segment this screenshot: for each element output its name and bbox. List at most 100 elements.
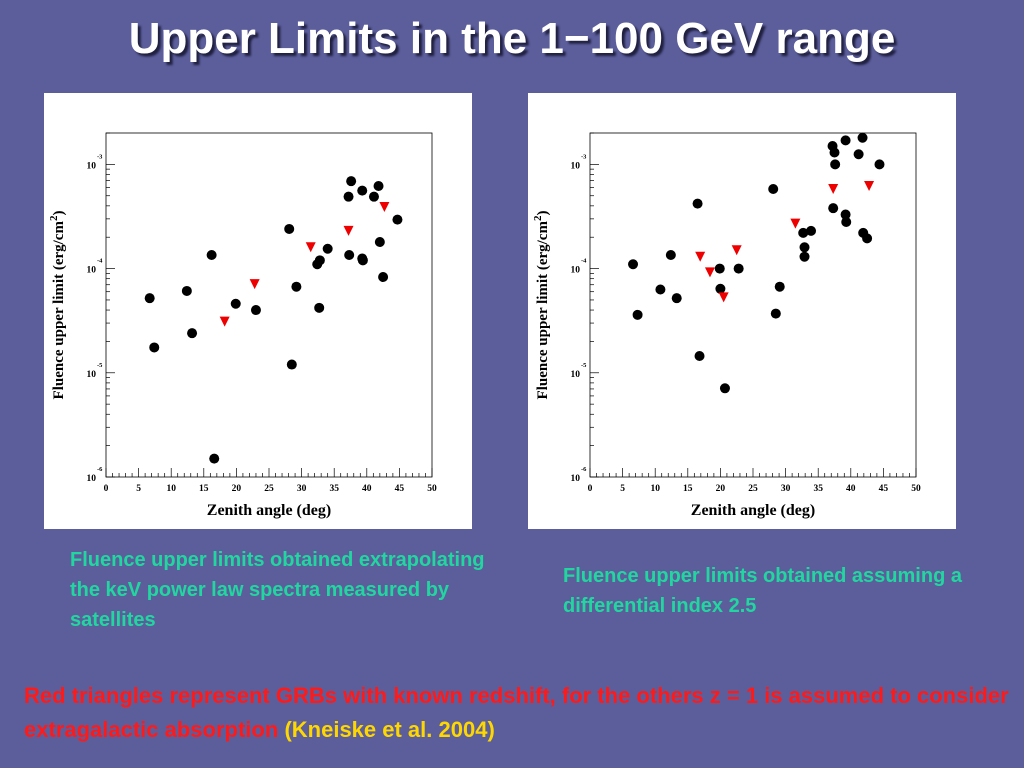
y-tick-label: 10-6 <box>571 466 588 484</box>
y-tick-base: 10 <box>87 266 97 276</box>
caption-left: Fluence upper limits obtained extrapolat… <box>70 549 485 631</box>
data-point-circle <box>665 249 676 260</box>
data-point-circle <box>829 147 840 158</box>
data-point-triangle <box>790 218 801 229</box>
y-tick-base: 10 <box>87 161 97 171</box>
y-tick-exponent: -4 <box>581 258 587 265</box>
y-tick-base: 10 <box>571 370 581 380</box>
slide-title: Upper Limits in the 1−100 GeV range <box>128 14 896 63</box>
x-tick-label: 50 <box>911 484 921 494</box>
x-tick-label: 20 <box>232 484 242 494</box>
x-tick-label: 10 <box>650 484 660 494</box>
data-point-circle <box>714 263 725 274</box>
x-tick-label: 45 <box>879 484 889 494</box>
y-tick-exponent: -3 <box>97 153 103 160</box>
data-point-circle <box>357 255 368 266</box>
y-tick-label: 10-3 <box>571 153 588 171</box>
data-point-circle <box>284 223 295 234</box>
data-point-triangle <box>379 201 390 212</box>
y-tick-label: 10-6 <box>87 466 104 484</box>
data-point-circle <box>840 209 851 220</box>
data-point-circle <box>857 132 868 143</box>
data-point-circle <box>392 214 403 225</box>
data-point-circle <box>286 359 297 370</box>
data-point-triangle <box>864 181 875 192</box>
footnote-reference: (Kneiske et al. 2004) <box>284 717 495 742</box>
data-point-circle <box>770 308 781 319</box>
data-point-circle <box>149 342 160 353</box>
x-tick-label: 25 <box>748 484 758 494</box>
x-tick-label: 35 <box>329 484 339 494</box>
x-axis-label: Zenith angle (deg) <box>207 502 331 519</box>
data-point-circle <box>768 184 779 195</box>
data-point-circle <box>671 293 682 304</box>
x-tick-label: 45 <box>395 484 405 494</box>
y-tick-exponent: -5 <box>581 362 587 369</box>
data-point-circle <box>628 259 639 270</box>
y-tick-label: 10-3 <box>87 153 104 171</box>
x-tick-label: 20 <box>716 484 726 494</box>
y-axis-label: Fluence upper limit (erg/cm2) <box>48 211 67 400</box>
data-point-circle <box>655 284 666 295</box>
data-point-circle <box>830 159 841 170</box>
caption-right: Fluence upper limits obtained assuming a… <box>563 565 962 617</box>
data-point-circle <box>343 191 354 202</box>
data-point-triangle <box>731 245 742 256</box>
y-tick-exponent: -3 <box>581 153 587 160</box>
y-tick-label: 10-5 <box>571 362 588 380</box>
footnote-text: Red triangles represent GRBs with known … <box>24 683 1009 742</box>
data-point-circle <box>230 298 241 309</box>
data-point-circle <box>181 285 192 296</box>
footnote: Red triangles represent GRBs with known … <box>24 679 1014 747</box>
chart-panel-right: 0 5 10 15 20 25 30 35 40 45 50 10 -3 10 -4 10 -5 10 -6 Zeni… <box>528 93 956 529</box>
x-tick-label: 5 <box>136 484 141 494</box>
data-point-circle <box>806 225 817 236</box>
data-point-circle <box>840 135 851 146</box>
y-tick-exponent: -6 <box>581 466 587 473</box>
data-point-triangle <box>828 184 839 195</box>
x-tick-label: 30 <box>297 484 307 494</box>
data-point-circle <box>357 185 368 196</box>
y-tick-base: 10 <box>571 474 581 484</box>
data-point-circle <box>346 176 357 187</box>
x-tick-label: 15 <box>199 484 209 494</box>
data-point-circle <box>632 309 643 320</box>
data-point-circle <box>841 216 852 227</box>
data-point-circle <box>694 350 705 361</box>
data-point-circle <box>853 149 864 160</box>
data-point-circle <box>291 281 302 292</box>
y-tick-exponent: -4 <box>97 258 103 265</box>
data-point-triangle <box>249 279 260 290</box>
data-point-triangle <box>718 292 729 303</box>
y-tick-exponent: -6 <box>97 466 103 473</box>
data-point-circle <box>378 272 389 283</box>
data-point-circle <box>314 255 325 266</box>
data-point-circle <box>322 243 333 254</box>
x-tick-label: 30 <box>781 484 791 494</box>
y-tick-label: 10-4 <box>87 258 104 276</box>
data-point-circle <box>373 181 384 192</box>
data-point-circle <box>250 305 261 316</box>
data-point-circle <box>799 242 810 253</box>
x-tick-label: 15 <box>683 484 693 494</box>
x-axis-label: Zenith angle (deg) <box>691 502 815 519</box>
chart-panel-left: 0 5 10 15 20 25 30 35 40 45 50 10 -3 10 -4 10 -5 10 -6 Zeni… <box>44 93 472 529</box>
data-point-circle <box>719 383 730 394</box>
y-tick-exponent: -5 <box>97 362 103 369</box>
y-axis-label: Fluence upper limit (erg/cm2) <box>532 211 551 400</box>
x-tick-label: 40 <box>846 484 856 494</box>
x-tick-label: 50 <box>427 484 437 494</box>
data-point-circle <box>144 293 155 304</box>
data-point-circle <box>862 233 873 244</box>
data-point-triangle <box>704 267 715 278</box>
data-point-circle <box>774 281 785 292</box>
x-tick-label: 0 <box>104 484 109 494</box>
data-point-triangle <box>219 316 230 327</box>
data-point-circle <box>799 251 810 262</box>
y-tick-label: 10-5 <box>87 362 104 380</box>
data-point-circle <box>314 302 325 313</box>
x-tick-label: 35 <box>813 484 823 494</box>
data-point-circle <box>874 159 885 170</box>
x-tick-label: 10 <box>166 484 176 494</box>
x-tick-label: 5 <box>620 484 625 494</box>
